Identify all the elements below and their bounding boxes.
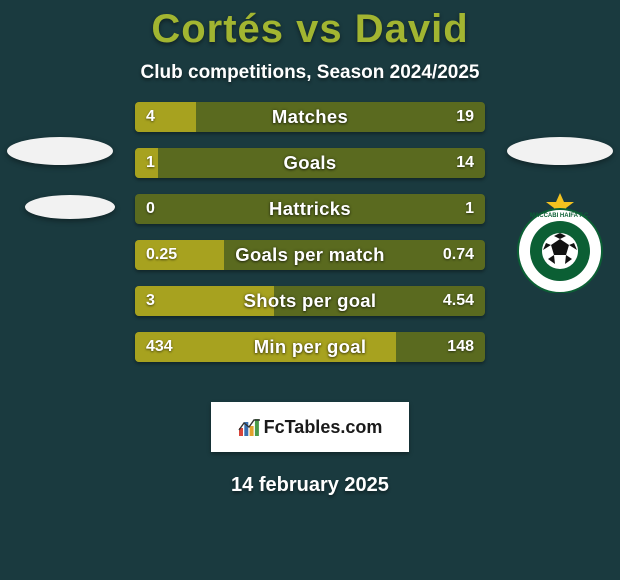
stat-label: Matches — [135, 102, 485, 132]
stat-bars: 419Matches 114Goals 01Hattricks 0.250.74Goa… — [135, 102, 485, 378]
svg-text:MACCABI HAIFA F.C.: MACCABI HAIFA F.C. — [530, 213, 590, 219]
stat-row: 01Hattricks — [135, 194, 485, 224]
stat-label: Goals per match — [135, 240, 485, 270]
soccer-ball-icon — [542, 233, 578, 269]
left-team-badge-2 — [17, 154, 123, 260]
page-title: Cortés vs David — [0, 0, 620, 52]
stat-row: 419Matches — [135, 102, 485, 132]
stat-row: 434148Min per goal — [135, 332, 485, 362]
stat-label: Hattricks — [135, 194, 485, 224]
club-crest-icon: MACCABI HAIFA F.C. — [510, 193, 610, 293]
stat-row: 114Goals — [135, 148, 485, 178]
subtitle: Club competitions, Season 2024/2025 — [0, 62, 620, 84]
branding-badge: FcTables.com — [211, 402, 409, 452]
stat-row: 34.54Shots per goal — [135, 286, 485, 316]
comparison-card: Cortés vs David Club competitions, Seaso… — [0, 0, 620, 580]
bar-chart-icon — [238, 418, 260, 436]
placeholder-ellipse-icon — [507, 137, 613, 165]
stat-label: Min per goal — [135, 332, 485, 362]
stat-label: Shots per goal — [135, 286, 485, 316]
stat-label: Goals — [135, 148, 485, 178]
branding-text: FcTables.com — [264, 417, 383, 438]
right-team-badge-1 — [507, 98, 613, 204]
stats-area: MACCABI HAIFA F.C. 419Matches114Goals01H… — [0, 112, 620, 392]
right-team-badge-2: MACCABI HAIFA F.C. — [507, 190, 613, 296]
placeholder-ellipse-icon — [25, 195, 115, 219]
stat-row: 0.250.74Goals per match — [135, 240, 485, 270]
date-label: 14 february 2025 — [0, 474, 620, 497]
